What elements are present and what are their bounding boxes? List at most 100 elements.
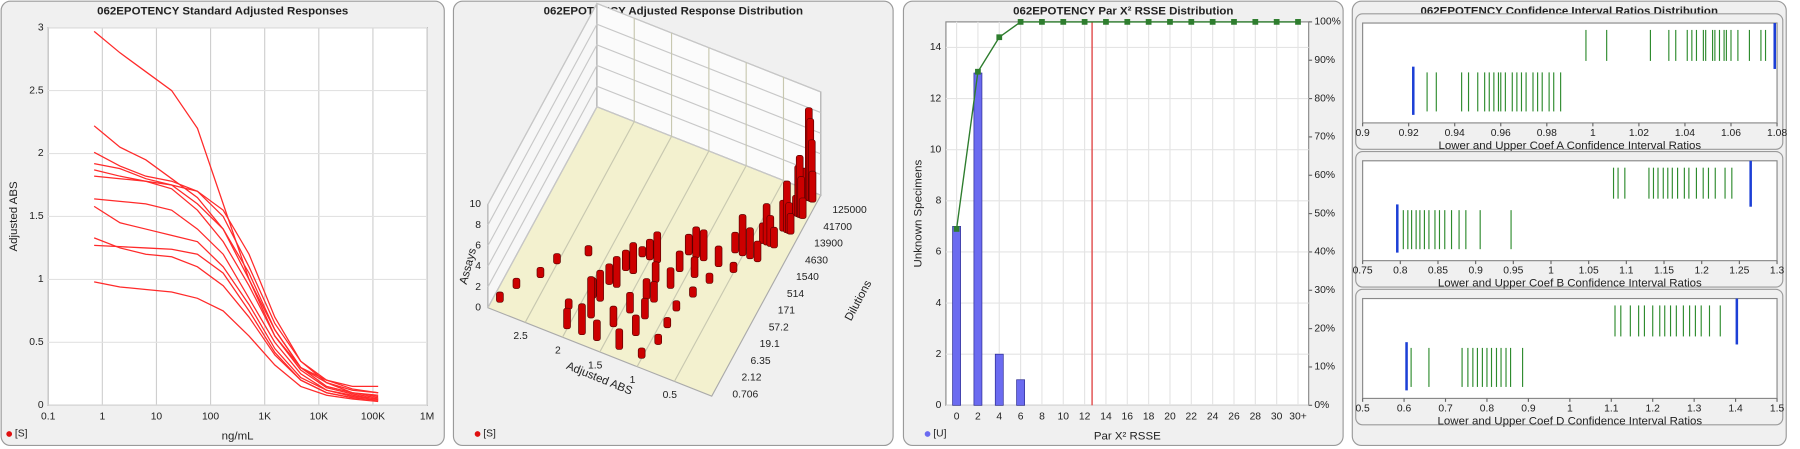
y-tick-label: 0.5 (29, 337, 44, 348)
bar (596, 269, 604, 302)
dilution-label: 514 (787, 289, 804, 300)
bar (692, 226, 700, 259)
x-tick-label: 100 (202, 412, 219, 423)
bar (612, 256, 621, 288)
legend-label: [S] (15, 429, 28, 440)
x-tick-label: 0.7 (1438, 403, 1453, 414)
bar (496, 291, 504, 303)
dilution-label: 19.1 (760, 339, 780, 350)
x-tick-label: 1.25 (1729, 266, 1749, 277)
bar (994, 353, 1004, 406)
x-tick-label: 0.75 (1353, 266, 1373, 277)
y-tick-label: 2 (936, 349, 942, 360)
response-line (93, 151, 379, 394)
x-tick-label: 26 (1228, 412, 1240, 423)
x-tick-label: 10 (151, 412, 163, 423)
x-tick-label: 1.5 (1770, 403, 1785, 414)
x-tick-label: 1.15 (1654, 266, 1674, 277)
y2-tick-label: 80% (1314, 93, 1335, 104)
y-tick-label: 2.5 (29, 85, 44, 96)
bar (684, 233, 693, 256)
x-tick-label: 6 (1018, 412, 1024, 423)
cumulative-point (1103, 19, 1109, 25)
cumulative-point (1252, 19, 1259, 25)
bar (786, 213, 795, 235)
cumulative-point (1039, 19, 1045, 25)
x-tick-label: 1K (258, 412, 271, 423)
x-tick-label: 1.08 (1767, 128, 1787, 139)
y2-tick-label: 60% (1314, 170, 1335, 181)
bar (731, 231, 739, 254)
response-line (94, 244, 379, 401)
y2-tick-label: 50% (1314, 208, 1335, 219)
x-tick-label: 1 (1590, 128, 1596, 139)
z-tick-label: 0 (475, 302, 481, 313)
x-tick-label: 24 (1207, 412, 1219, 423)
bar (638, 246, 647, 258)
bar (564, 298, 573, 310)
bar (615, 328, 624, 350)
x-tick-label: 1.04 (1675, 128, 1695, 139)
x-tick-label: 1.02 (1629, 128, 1649, 139)
bar (593, 319, 601, 341)
bar (699, 229, 708, 262)
x-tick-label: 1.3 (1687, 403, 1702, 414)
y-tick-label: 8 (936, 196, 942, 207)
bar (689, 286, 697, 298)
y-tick-label: 4 (936, 298, 942, 309)
bar (952, 226, 961, 406)
bar (753, 240, 762, 263)
x-tick-label: 1.05 (1579, 266, 1599, 277)
x-tick-label: 2.5 (513, 331, 528, 342)
dilution-label: 2.12 (741, 373, 761, 384)
bar (705, 272, 714, 284)
x-tick-label: 0.5 (1355, 403, 1370, 414)
x-axis-label: Lower and Upper Coef D Confidence Interv… (1438, 415, 1703, 427)
x-axis-label: Lower and Upper Coef B Confidence Interv… (1438, 278, 1702, 290)
x-axis-label: ng/mL (222, 430, 254, 442)
bar (629, 242, 638, 274)
x-tick-label: 0.85 (1428, 266, 1448, 277)
dilution-label: 13900 (814, 239, 843, 250)
dilution-label: 4630 (805, 255, 828, 266)
grid-line (636, 62, 747, 367)
bar (808, 170, 817, 203)
bar (714, 245, 723, 268)
dilution-label: 125000 (832, 205, 867, 216)
x-tick-label: 1 (1567, 403, 1573, 414)
x-tick-label: 1.4 (1728, 403, 1743, 414)
dilution-label: 41700 (823, 222, 852, 233)
y-tick-label: 14 (930, 42, 942, 53)
y2-tick-label: 40% (1314, 247, 1335, 258)
dilution-label: 1540 (796, 272, 819, 283)
response-line (94, 162, 379, 396)
x-tick-label: 30 (1271, 412, 1283, 423)
bar (637, 347, 646, 359)
z-tick-label: 6 (475, 240, 481, 251)
panel-title: 062EPOTENCY Standard Adjusted Responses (97, 6, 348, 18)
bar (653, 231, 662, 264)
legend-dot (924, 431, 931, 437)
x-tick-label: 0.94 (1445, 128, 1465, 139)
y-tick-label: 0 (38, 400, 44, 411)
cumulative-point (953, 226, 960, 232)
x-tick-label: 1.1 (1619, 266, 1634, 277)
legend-dot (474, 431, 481, 437)
x-tick-label: 2 (975, 412, 981, 423)
z-tick-label: 2 (475, 282, 481, 293)
x-axis-label: Par X² RSSE (1094, 430, 1161, 442)
cumulative-point (1017, 19, 1024, 25)
x-tick-label: 1 (99, 412, 105, 423)
x-tick-label: 20 (1164, 412, 1176, 423)
x-tick-label: 1.3 (1770, 266, 1785, 277)
bar (672, 300, 681, 312)
y2-tick-label: 0% (1314, 400, 1329, 411)
cumulative-point (1273, 19, 1280, 25)
cumulative-point (1060, 19, 1067, 25)
grid-line (599, 47, 710, 353)
cumulative-point (1209, 19, 1216, 25)
bar (729, 261, 738, 273)
bar (553, 253, 561, 265)
cumulative-point (1188, 19, 1195, 25)
